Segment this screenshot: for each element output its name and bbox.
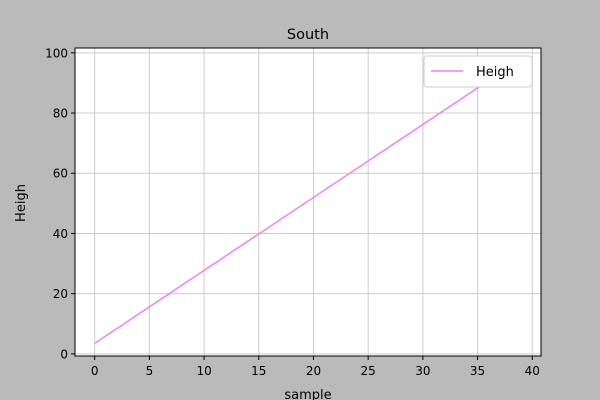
y-axis: 0 20 40 60 80 100	[45, 46, 75, 361]
x-axis: 0 5 10 15 20 25 30 35 40	[91, 356, 540, 378]
x-tick-label: 40	[525, 364, 540, 378]
grid	[75, 48, 541, 356]
series-layer	[94, 58, 522, 344]
x-tick-label: 5	[146, 364, 154, 378]
y-tick-label: 100	[45, 46, 68, 60]
legend-label: Heigh	[476, 65, 514, 80]
y-tick-label: 80	[53, 107, 68, 121]
x-tick-label: 25	[361, 364, 376, 378]
x-tick-label: 30	[415, 364, 430, 378]
y-axis-title: Heigh	[14, 184, 29, 222]
x-tick-label: 35	[470, 364, 485, 378]
chart-title: South	[287, 27, 329, 43]
plot-frame	[74, 47, 542, 357]
legend: Heigh	[423, 55, 533, 88]
y-tick-label: 40	[53, 227, 68, 241]
series-line	[94, 58, 522, 344]
legend-box	[423, 55, 533, 88]
x-axis-title: sample	[284, 388, 331, 400]
x-tick-label: 0	[91, 364, 99, 378]
y-tick-label: 20	[53, 287, 68, 301]
x-tick-label: 20	[306, 364, 321, 378]
y-tick-label: 60	[53, 167, 68, 181]
x-tick-label: 15	[251, 364, 266, 378]
y-tick-label: 0	[60, 347, 68, 361]
x-tick-label: 10	[196, 364, 211, 378]
